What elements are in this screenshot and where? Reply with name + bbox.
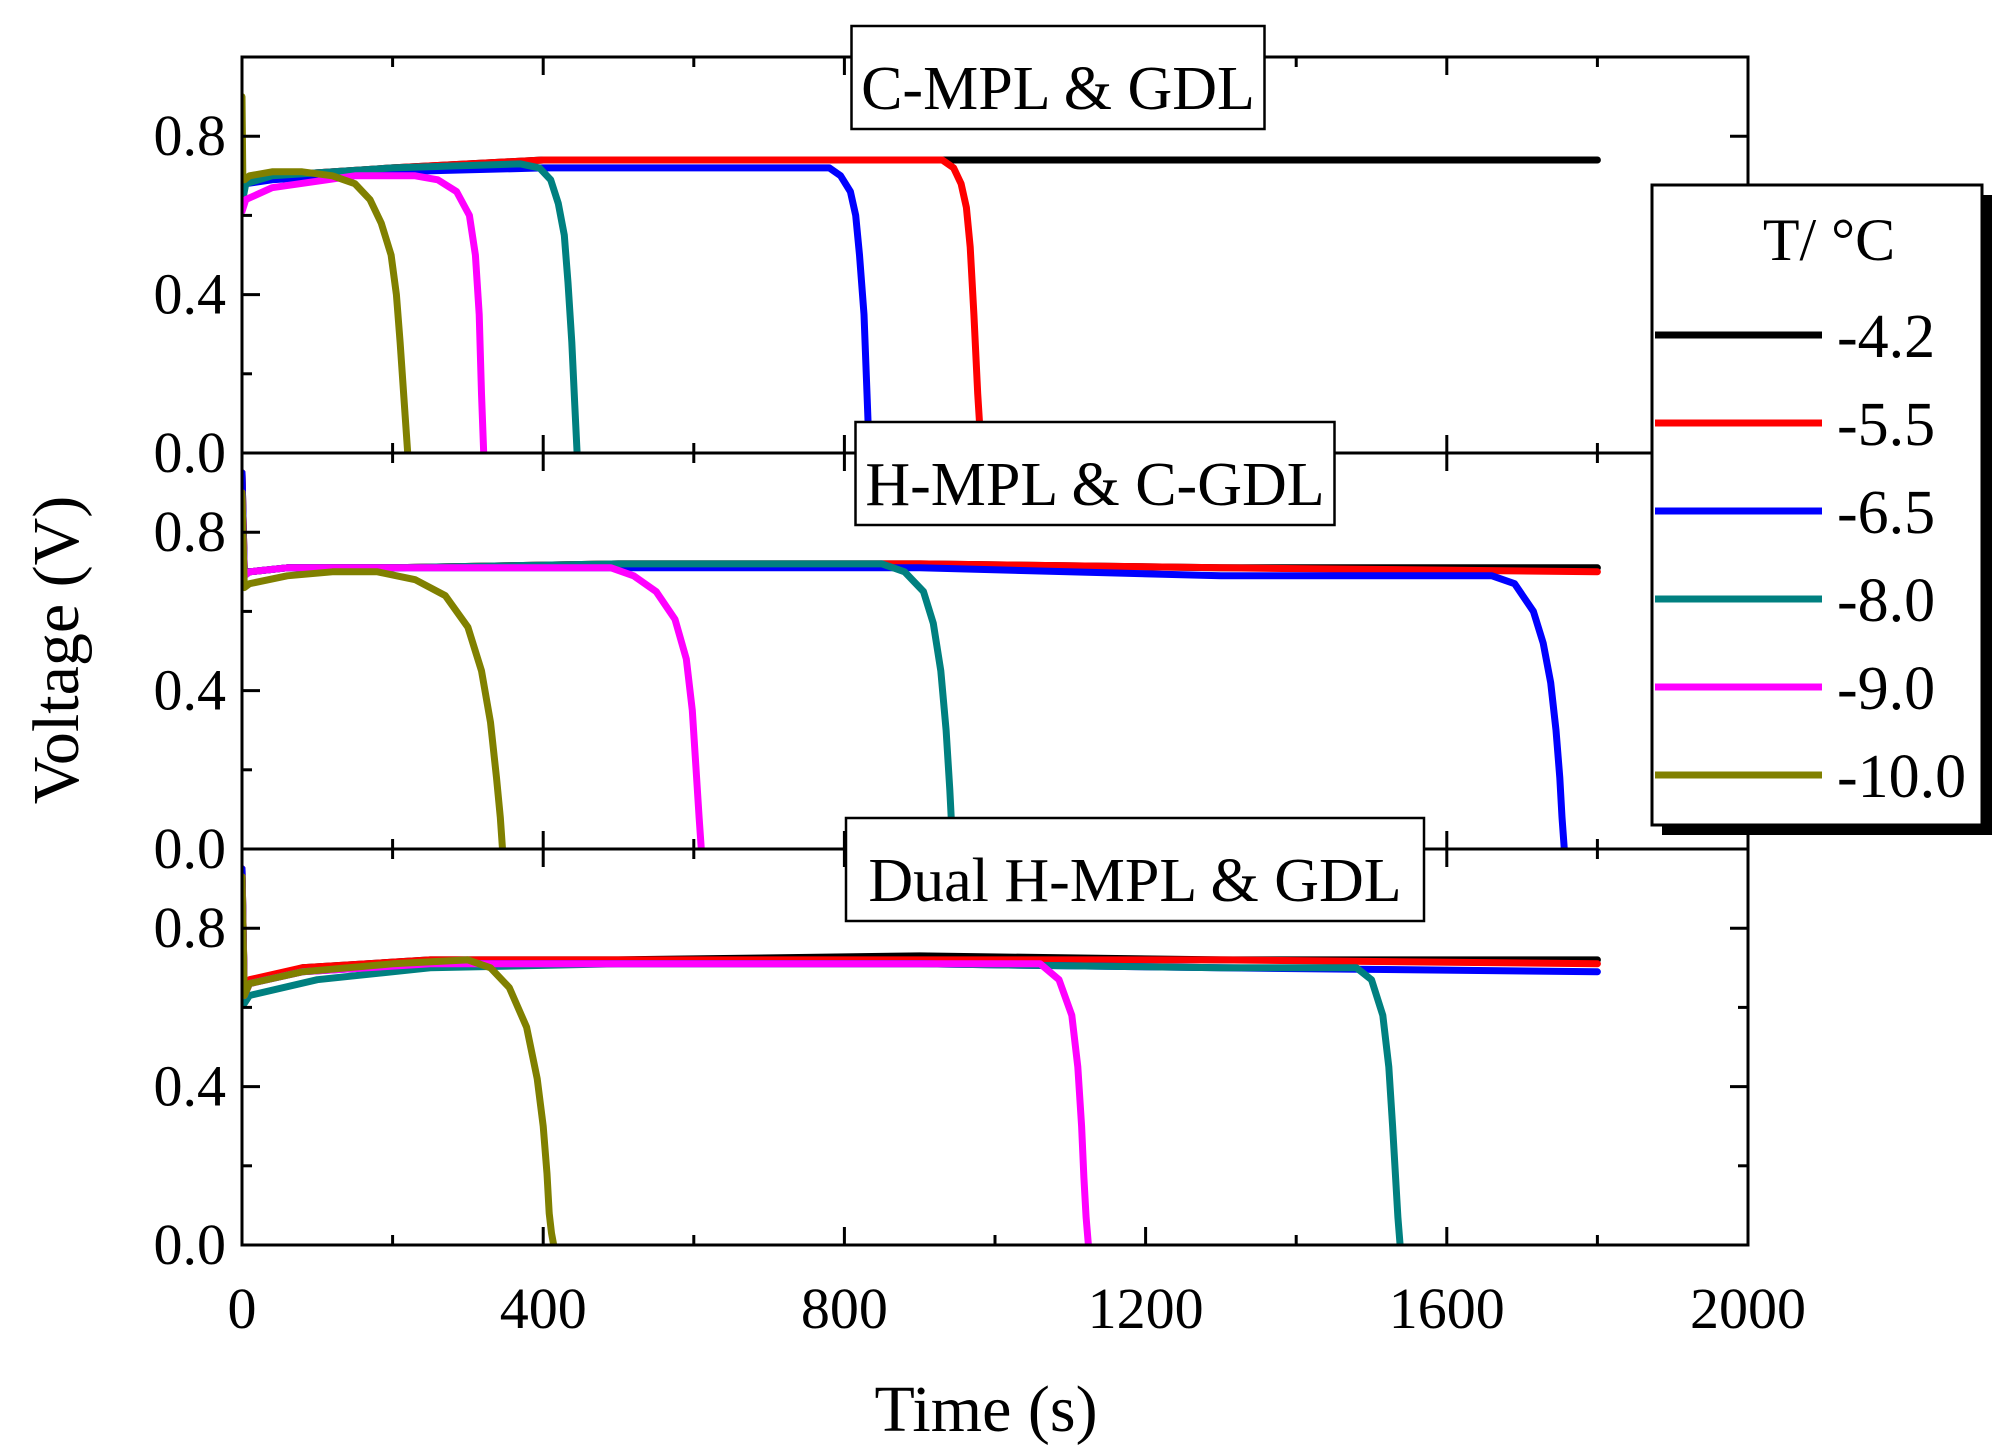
series-line-minus10_0	[242, 93, 412, 453]
panel-1-series	[242, 93, 1601, 453]
panel-2	[242, 469, 1601, 849]
y-tick-label: 0.4	[154, 262, 227, 327]
legend-label: -5.5	[1837, 391, 1935, 459]
series-line-minus6_5	[242, 469, 1568, 849]
series-line-minus6_5	[242, 164, 873, 453]
x-axis-label: Time (s)	[874, 1373, 1097, 1446]
x-tick-label: 2000	[1690, 1276, 1806, 1341]
panel-title: C-MPL & GDL	[861, 55, 1255, 123]
series-line-minus9_0	[242, 489, 705, 849]
x-tick-label: 1600	[1389, 1276, 1505, 1341]
legend-label: -8.0	[1837, 567, 1935, 635]
plot-area	[242, 93, 1601, 1245]
legend-box	[1650, 183, 1984, 827]
legend-label: -9.0	[1837, 655, 1935, 723]
panel-title-box: H-MPL & C-GDL	[854, 420, 1336, 527]
axes-layer: 0.0 0.4 0.8 C-MPL & GDL 0.0 0.4 0.8 H-MPL & C-G…	[154, 24, 1806, 1341]
legend-label: -10.0	[1837, 743, 1966, 811]
legend-label: -6.5	[1837, 479, 1935, 547]
x-tick-label: 800	[801, 1276, 888, 1341]
legend-title: T/ °C	[1763, 207, 1895, 273]
legend-label: -4.2	[1837, 303, 1935, 371]
panel-2-series	[242, 469, 1601, 849]
legend: T/ °C -4.2 -5.5 -6.5 -8.0 -9.0 -10.0	[1650, 183, 1992, 835]
panel-title: Dual H-MPL & GDL	[868, 847, 1401, 915]
panel-title-box: C-MPL & GDL	[850, 24, 1266, 131]
panel-3-series	[242, 865, 1601, 1245]
x-tick-label: 1200	[1088, 1276, 1204, 1341]
panel-3	[242, 865, 1601, 1245]
panel-title: H-MPL & C-GDL	[865, 451, 1324, 519]
y-tick-label: 0.0	[154, 1212, 227, 1277]
series-line-minus8_0	[242, 489, 957, 849]
series-line-minus9_0	[242, 172, 488, 453]
y-tick-label: 0.8	[154, 895, 227, 960]
series-line-minus8_0	[242, 160, 581, 453]
y-tick-label: 0.4	[154, 658, 227, 723]
series-line-minus8_0	[242, 873, 1404, 1245]
x-tick-label: 400	[500, 1276, 587, 1341]
y-tick-label: 0.8	[154, 103, 227, 168]
y-tick-label: 0.4	[154, 1054, 227, 1119]
y-tick-label: 0.0	[154, 420, 227, 485]
panel-1	[242, 93, 1601, 453]
series-line-minus10_0	[242, 873, 558, 1245]
x-tick-label: 0	[228, 1276, 257, 1341]
panel-title-box: Dual H-MPL & GDL	[844, 816, 1426, 923]
series-line-minus9_0	[242, 873, 1092, 1245]
y-tick-label: 0.8	[154, 499, 227, 564]
series-line-minus10_0	[242, 489, 506, 849]
y-axis-label: Voltage (V)	[20, 496, 93, 805]
y-tick-label: 0.0	[154, 816, 227, 881]
